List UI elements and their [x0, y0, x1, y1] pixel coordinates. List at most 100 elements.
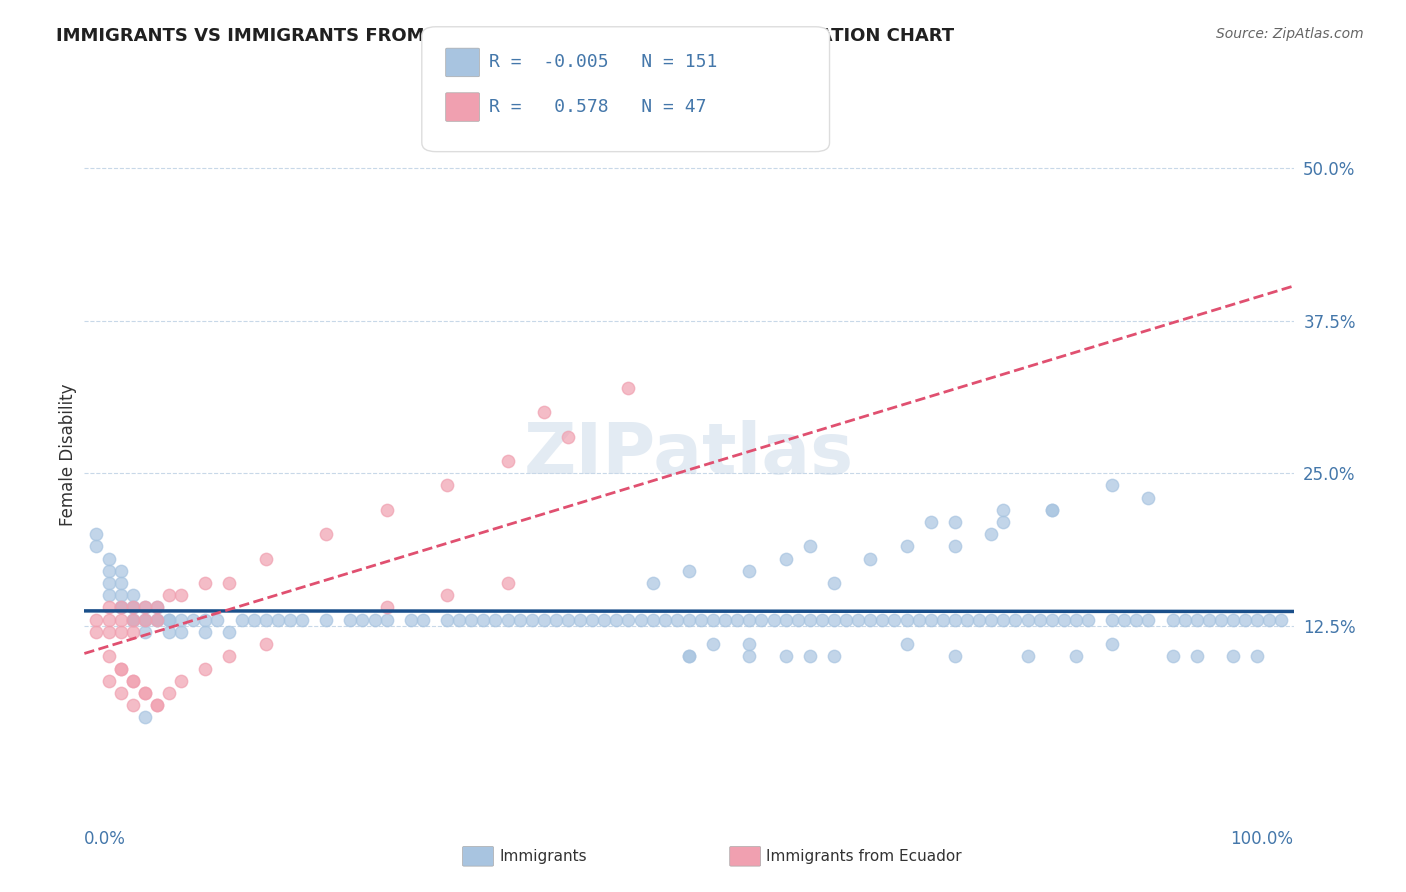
Point — [533, 405, 555, 419]
Point — [920, 515, 942, 529]
Text: 0.0%: 0.0% — [84, 830, 127, 847]
Point — [617, 381, 640, 395]
Point — [846, 613, 869, 627]
Point — [157, 624, 180, 639]
Point — [496, 454, 519, 468]
Point — [146, 600, 169, 615]
Point — [86, 527, 108, 541]
Point — [134, 600, 156, 615]
Point — [218, 649, 240, 664]
Point — [170, 613, 193, 627]
Point — [121, 600, 143, 615]
Point — [315, 527, 337, 541]
Point — [375, 600, 398, 615]
Point — [823, 576, 845, 591]
Point — [97, 576, 120, 591]
Point — [1040, 503, 1063, 517]
Point — [1174, 613, 1197, 627]
Point — [980, 613, 1002, 627]
Point — [146, 613, 169, 627]
Point — [751, 613, 773, 627]
Point — [146, 600, 169, 615]
Point — [97, 600, 120, 615]
Point — [110, 576, 132, 591]
Point — [993, 515, 1015, 529]
Point — [291, 613, 314, 627]
Point — [835, 613, 858, 627]
Point — [496, 576, 519, 591]
Point — [775, 613, 797, 627]
Point — [811, 613, 834, 627]
Point — [1004, 613, 1026, 627]
Point — [1040, 613, 1063, 627]
Point — [110, 600, 132, 615]
Point — [678, 649, 700, 664]
Point — [993, 503, 1015, 517]
Point — [920, 613, 942, 627]
Point — [134, 613, 156, 627]
Point — [278, 613, 301, 627]
Point — [242, 613, 264, 627]
Point — [605, 613, 627, 627]
Point — [484, 613, 506, 627]
Point — [714, 613, 737, 627]
Point — [170, 588, 193, 602]
Point — [97, 624, 120, 639]
Point — [1185, 613, 1208, 627]
Point — [520, 613, 543, 627]
Point — [218, 624, 240, 639]
Point — [943, 515, 966, 529]
Point — [907, 613, 929, 627]
Point — [86, 624, 108, 639]
Text: R =  -0.005   N = 151: R = -0.005 N = 151 — [489, 54, 717, 71]
Point — [146, 698, 169, 713]
Point — [1246, 613, 1268, 627]
Point — [436, 478, 458, 492]
Point — [823, 613, 845, 627]
Point — [194, 576, 217, 591]
Point — [980, 527, 1002, 541]
Point — [775, 551, 797, 566]
Point — [134, 613, 156, 627]
Point — [872, 613, 894, 627]
Point — [1185, 649, 1208, 664]
Point — [993, 613, 1015, 627]
Point — [702, 637, 724, 651]
Point — [1125, 613, 1147, 627]
Point — [134, 710, 156, 724]
Point — [436, 588, 458, 602]
Point — [1246, 649, 1268, 664]
Point — [1234, 613, 1257, 627]
Point — [1222, 649, 1244, 664]
Point — [449, 613, 471, 627]
Point — [254, 613, 277, 627]
Point — [896, 637, 918, 651]
Point — [678, 564, 700, 578]
Point — [641, 576, 664, 591]
Point — [630, 613, 652, 627]
Point — [170, 624, 193, 639]
Point — [207, 613, 229, 627]
Point — [738, 613, 761, 627]
Point — [896, 613, 918, 627]
Point — [363, 613, 385, 627]
Point — [557, 613, 579, 627]
Point — [121, 613, 143, 627]
Text: ZIPatlas: ZIPatlas — [524, 420, 853, 490]
Point — [496, 613, 519, 627]
Point — [932, 613, 955, 627]
Point — [1137, 613, 1160, 627]
Point — [170, 673, 193, 688]
Point — [86, 613, 108, 627]
Point — [110, 613, 132, 627]
Point — [110, 624, 132, 639]
Point — [97, 551, 120, 566]
Point — [315, 613, 337, 627]
Point — [1209, 613, 1232, 627]
Point — [1017, 649, 1039, 664]
Point — [254, 551, 277, 566]
Point — [472, 613, 495, 627]
Point — [956, 613, 979, 627]
Point — [375, 613, 398, 627]
Point — [110, 686, 132, 700]
